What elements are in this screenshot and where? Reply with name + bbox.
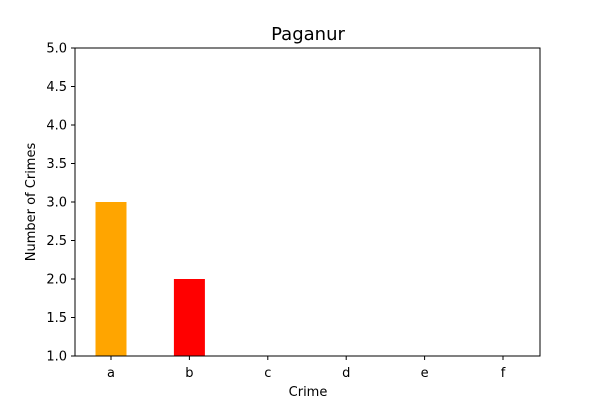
x-tick-label-b: b xyxy=(185,366,193,381)
y-tick-label: 3.0 xyxy=(46,196,67,211)
plot-frame xyxy=(74,47,541,357)
x-axis-ticks: a b c d e f xyxy=(107,356,506,381)
y-tick-label: 5.0 xyxy=(46,42,67,57)
x-tick-label-c: c xyxy=(264,366,271,381)
y-tick-label: 4.5 xyxy=(46,80,67,95)
y-tick-label: 1.5 xyxy=(46,311,67,326)
y-tick-label: 2.5 xyxy=(46,234,67,249)
y-axis-ticks: 1.0 1.5 2.0 2.5 3.0 3.5 4.0 4.5 5.0 xyxy=(46,42,75,365)
bar-b xyxy=(173,279,205,356)
x-tick-label-f: f xyxy=(501,366,506,381)
y-tick-label: 2.0 xyxy=(46,273,67,288)
bars-layer xyxy=(95,202,205,356)
x-tick-label-d: d xyxy=(342,366,350,381)
x-tick-label-e: e xyxy=(421,366,429,381)
x-axis-label: Crime xyxy=(289,385,328,400)
x-tick-label-a: a xyxy=(107,366,115,381)
y-tick-label: 1.0 xyxy=(46,350,67,365)
y-tick-label: 3.5 xyxy=(46,157,67,172)
bar-a xyxy=(95,202,127,356)
chart-title: Paganur xyxy=(271,24,345,45)
y-axis-label: Number of Crimes xyxy=(24,143,39,262)
y-tick-label: 4.0 xyxy=(46,119,67,134)
